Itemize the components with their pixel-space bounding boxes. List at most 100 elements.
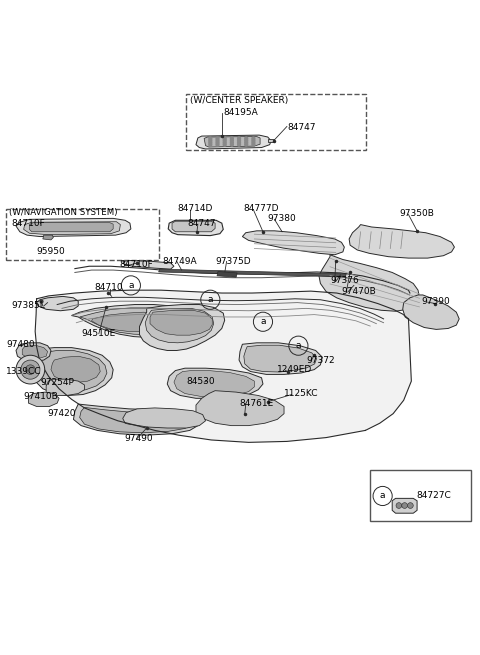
Circle shape — [238, 143, 240, 146]
Circle shape — [402, 502, 408, 508]
Polygon shape — [244, 345, 317, 372]
Text: a: a — [380, 491, 385, 500]
Text: 84710F: 84710F — [120, 260, 153, 269]
Circle shape — [252, 141, 255, 144]
Circle shape — [230, 143, 233, 146]
Polygon shape — [33, 348, 113, 396]
Polygon shape — [73, 404, 201, 435]
Text: 97376: 97376 — [330, 276, 359, 285]
Text: 97410B: 97410B — [24, 392, 59, 402]
Circle shape — [223, 143, 226, 146]
Circle shape — [25, 365, 35, 375]
Text: 97254P: 97254P — [40, 378, 74, 387]
Text: 94510E: 94510E — [81, 329, 115, 338]
Polygon shape — [349, 225, 455, 258]
Polygon shape — [16, 343, 51, 362]
Polygon shape — [204, 136, 260, 147]
Polygon shape — [150, 310, 212, 335]
Text: 84710: 84710 — [94, 283, 123, 292]
Polygon shape — [242, 231, 344, 255]
Circle shape — [238, 139, 240, 142]
Text: (W/NAVIGATION SYSTEM): (W/NAVIGATION SYSTEM) — [9, 208, 118, 217]
Circle shape — [245, 141, 248, 144]
Circle shape — [223, 139, 226, 142]
Circle shape — [209, 141, 212, 144]
Polygon shape — [196, 135, 271, 149]
Circle shape — [216, 137, 219, 140]
Polygon shape — [35, 290, 411, 442]
Text: 97385L: 97385L — [11, 301, 45, 310]
Circle shape — [230, 139, 233, 142]
Circle shape — [223, 141, 226, 144]
Text: 1125KC: 1125KC — [284, 389, 319, 398]
Text: 97390: 97390 — [421, 297, 450, 306]
Text: 1339CC: 1339CC — [6, 367, 42, 376]
Polygon shape — [123, 261, 174, 269]
Text: 84747: 84747 — [288, 123, 316, 132]
Text: 84747: 84747 — [187, 219, 216, 228]
Text: 84727C: 84727C — [416, 491, 451, 500]
Text: 97372: 97372 — [306, 356, 335, 365]
Polygon shape — [140, 305, 225, 350]
Polygon shape — [268, 140, 275, 142]
Polygon shape — [239, 343, 323, 375]
Polygon shape — [43, 235, 53, 240]
Polygon shape — [196, 390, 284, 426]
Text: 97380: 97380 — [268, 214, 297, 223]
Polygon shape — [319, 255, 420, 311]
Circle shape — [252, 143, 255, 146]
Circle shape — [230, 137, 233, 140]
Circle shape — [245, 137, 248, 140]
Text: 97420: 97420 — [48, 409, 76, 418]
Polygon shape — [36, 297, 78, 310]
Circle shape — [209, 137, 212, 140]
Text: 97350B: 97350B — [399, 209, 434, 218]
Text: 97480: 97480 — [6, 340, 35, 348]
Text: a: a — [260, 317, 266, 326]
Circle shape — [21, 360, 40, 379]
Text: (W/CENTER SPEAKER): (W/CENTER SPEAKER) — [190, 96, 288, 105]
Circle shape — [252, 137, 255, 140]
Text: 1249ED: 1249ED — [277, 365, 312, 374]
Circle shape — [252, 139, 255, 142]
Text: 84777D: 84777D — [244, 204, 279, 214]
Circle shape — [216, 139, 219, 142]
Polygon shape — [92, 312, 180, 331]
Polygon shape — [145, 309, 214, 343]
Text: 95950: 95950 — [36, 248, 65, 256]
Text: 97490: 97490 — [124, 434, 153, 443]
Circle shape — [216, 143, 219, 146]
Polygon shape — [392, 498, 417, 514]
Polygon shape — [217, 272, 237, 277]
Circle shape — [245, 139, 248, 142]
Text: 84530: 84530 — [186, 377, 215, 386]
Polygon shape — [38, 350, 107, 392]
Polygon shape — [172, 221, 215, 232]
Polygon shape — [29, 223, 113, 232]
Text: 84195A: 84195A — [223, 107, 258, 117]
Text: a: a — [128, 281, 133, 290]
Text: 84714D: 84714D — [178, 204, 213, 214]
Text: 97375D: 97375D — [215, 257, 251, 266]
Circle shape — [230, 141, 233, 144]
Circle shape — [216, 141, 219, 144]
Circle shape — [245, 143, 248, 146]
Text: 84761E: 84761E — [239, 399, 273, 407]
Circle shape — [209, 143, 212, 146]
Circle shape — [16, 355, 45, 384]
Polygon shape — [80, 308, 186, 335]
Text: 84749A: 84749A — [162, 257, 197, 266]
Polygon shape — [28, 392, 59, 407]
Polygon shape — [167, 368, 263, 398]
Polygon shape — [72, 305, 194, 337]
Circle shape — [238, 137, 240, 140]
Polygon shape — [174, 371, 254, 396]
Polygon shape — [51, 356, 100, 383]
Polygon shape — [403, 295, 459, 329]
Circle shape — [223, 137, 226, 140]
Text: 84710F: 84710F — [11, 219, 45, 228]
Polygon shape — [22, 345, 48, 358]
Circle shape — [238, 141, 240, 144]
Text: 97470B: 97470B — [341, 287, 376, 295]
Circle shape — [209, 139, 212, 142]
